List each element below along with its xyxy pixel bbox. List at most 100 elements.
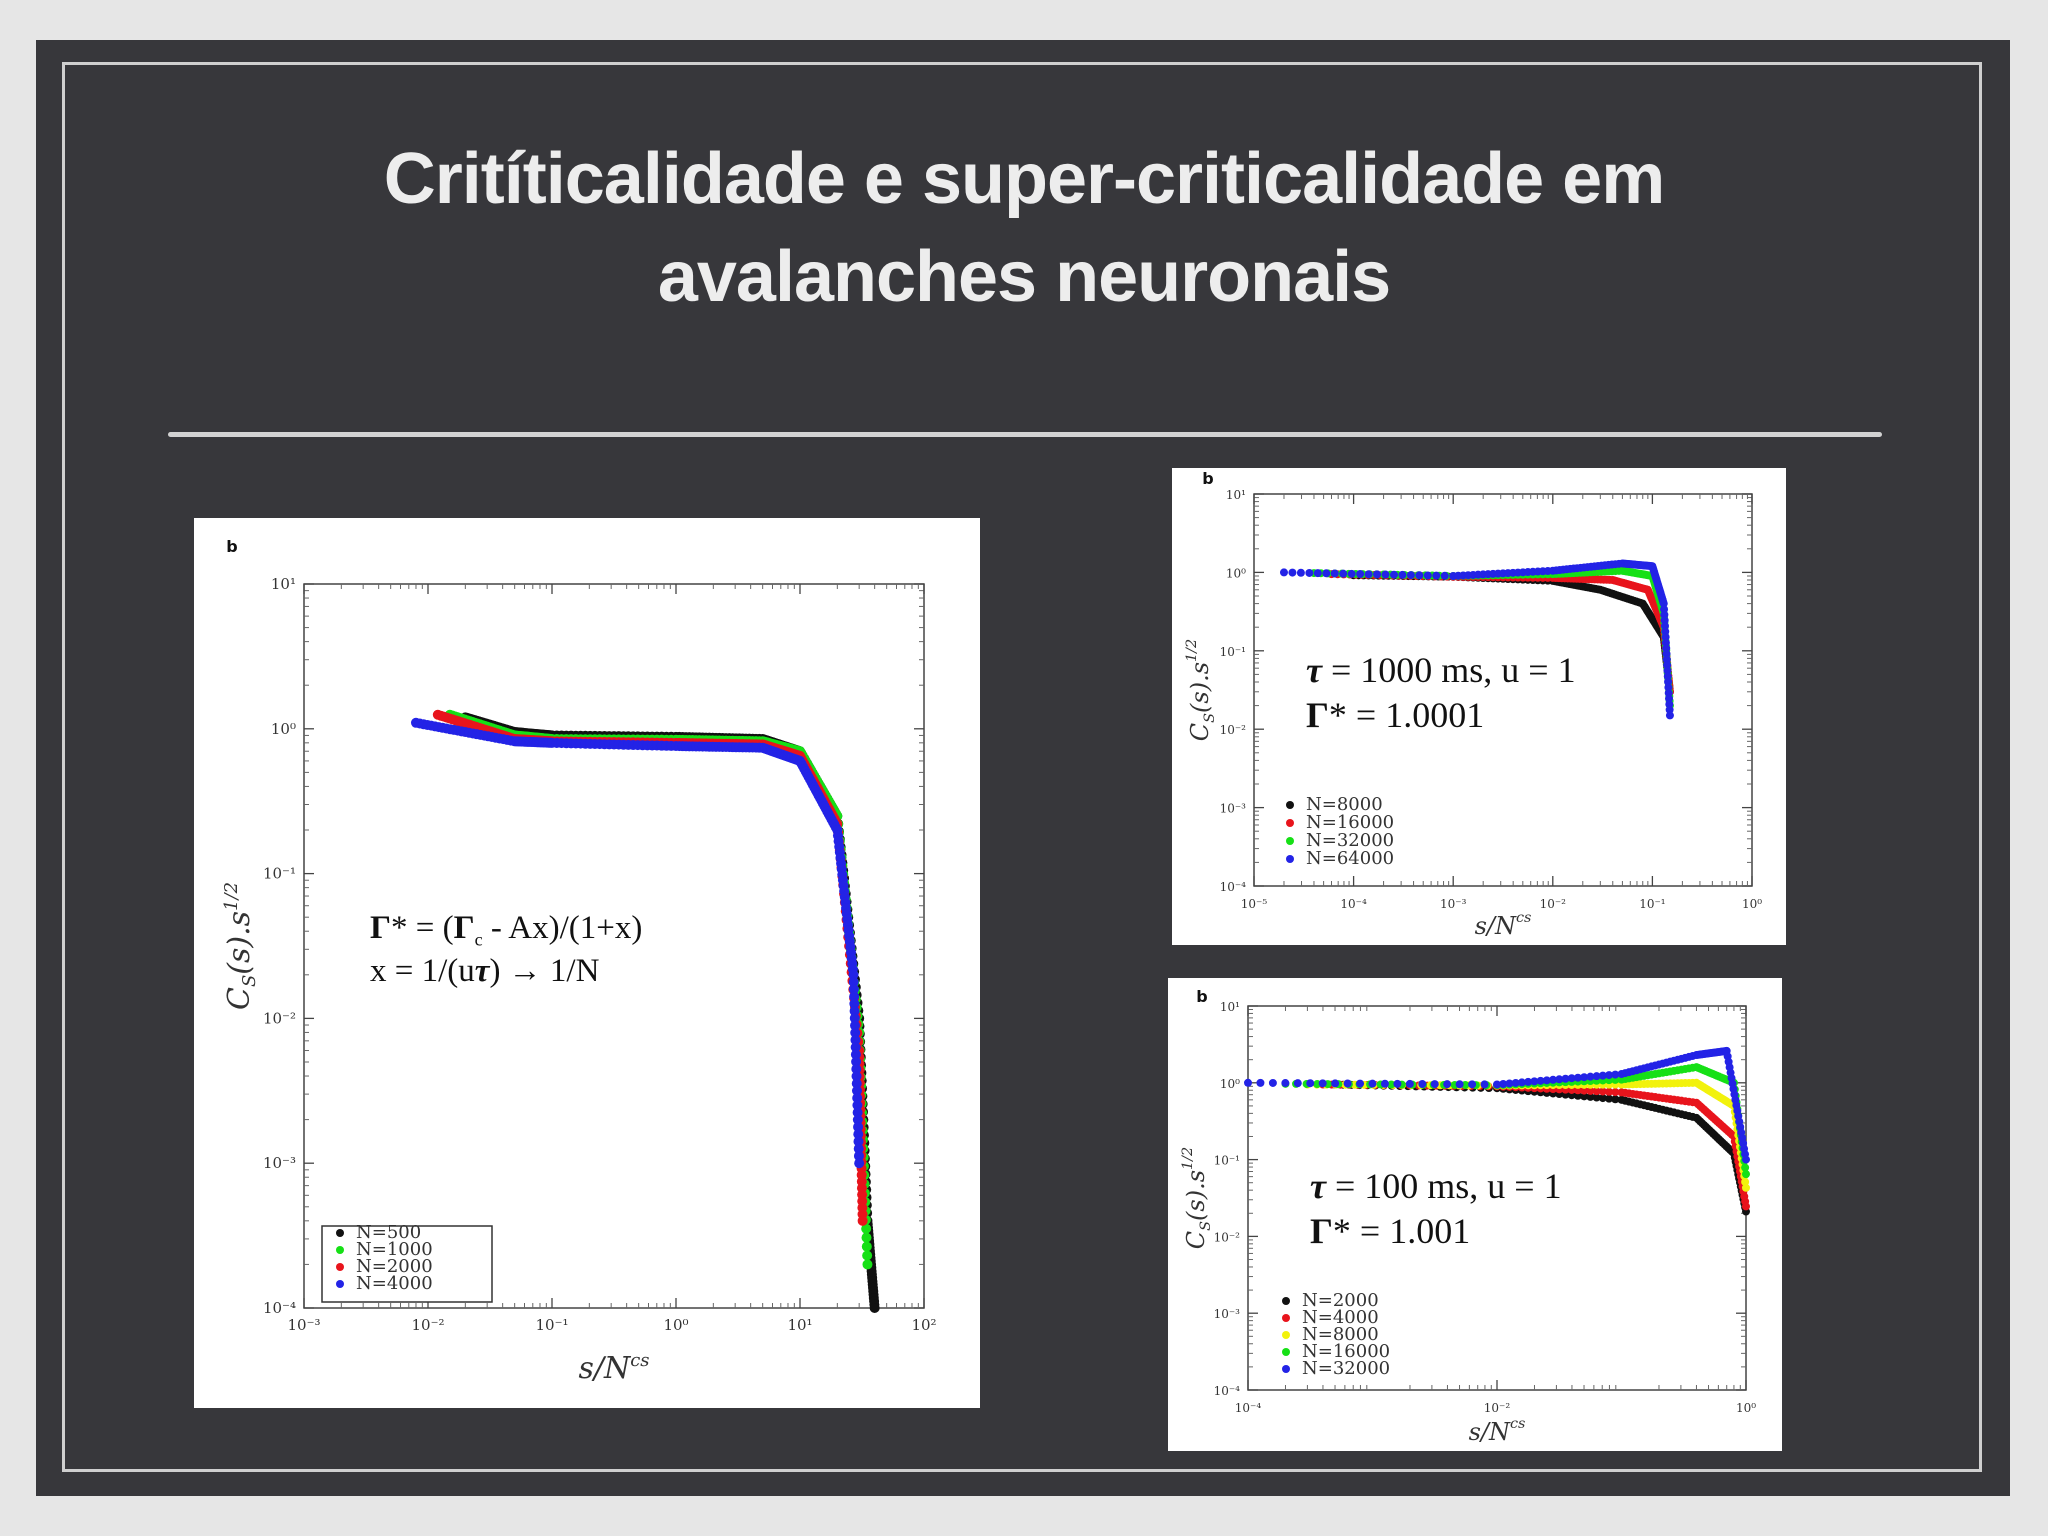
data-point — [861, 1223, 872, 1234]
data-point — [852, 1107, 863, 1118]
y-axis-label-mid: (s).s — [1186, 662, 1214, 713]
y-tick-label: 10⁰ — [1220, 1077, 1240, 1091]
data-point — [1244, 1078, 1252, 1087]
legend-marker — [336, 1246, 344, 1254]
data-point — [1611, 1070, 1620, 1079]
data-point — [1387, 1080, 1396, 1089]
data-point — [1380, 1079, 1389, 1088]
data-point — [1592, 1072, 1601, 1081]
data-point — [848, 977, 859, 988]
y-tick-label: 10¹ — [1226, 488, 1246, 502]
data-point — [1742, 1155, 1750, 1164]
x-tick-label: 10⁻⁴ — [1340, 897, 1367, 911]
data-point — [1580, 1086, 1589, 1095]
data-point — [857, 1215, 868, 1226]
data-point — [1511, 1078, 1520, 1087]
data-point — [1293, 1079, 1302, 1088]
y-tick-label: 10⁻³ — [1220, 802, 1247, 816]
data-point — [1580, 1092, 1589, 1101]
y-tick-label: 10¹ — [1220, 1000, 1240, 1014]
legend-marker — [336, 1280, 344, 1288]
data-point — [850, 1049, 861, 1060]
y-tick-label: 10⁻¹ — [263, 865, 296, 883]
data-point — [1343, 1079, 1352, 1088]
data-point — [1493, 1080, 1501, 1089]
legend-label: N=16000 — [1302, 1341, 1390, 1362]
x-axis-label: s/Ncs — [578, 1350, 649, 1386]
data-point — [851, 1064, 862, 1075]
data-point — [853, 1143, 864, 1154]
data-point — [1555, 1075, 1564, 1084]
data-point — [1306, 1079, 1315, 1088]
data-point — [852, 1092, 863, 1103]
slide-title-line2: avalanches neuronais — [657, 237, 1391, 317]
data-point — [850, 1020, 861, 1031]
chart-bottom-right-svg: b 10⁻⁴ 10⁻³ 10⁻² 10⁻¹ 10⁰ 10¹ 10⁻⁴ 10⁻² 10⁰ s/Ncs C… — [1180, 987, 1756, 1446]
slide-title: Critíticalidade e super-criticalidade em… — [0, 130, 2048, 326]
data-point — [1347, 569, 1356, 578]
data-point — [1536, 1076, 1545, 1085]
chart-bottom-right-annotation: τ = 100 ms, u = 1 Γ* = 1.001 — [1310, 1164, 1562, 1254]
legend-label: N=2000 — [1302, 1290, 1379, 1311]
x-tick-label: 10⁻² — [1484, 1401, 1511, 1415]
data-point — [1322, 569, 1331, 578]
data-point — [853, 1121, 864, 1132]
data-point — [850, 1027, 861, 1038]
slide-frame — [62, 62, 1982, 1472]
data-point — [1256, 1078, 1265, 1087]
y-tick-label: 10⁻⁴ — [263, 1299, 296, 1317]
data-point — [1542, 1076, 1551, 1085]
data-point — [1598, 1094, 1607, 1103]
legend-marker — [1282, 1348, 1290, 1356]
legend-marker — [1282, 1297, 1290, 1305]
y-tick-label: 10⁻⁴ — [1214, 1384, 1241, 1398]
legend-marker — [1286, 801, 1294, 809]
data-point — [1530, 1077, 1539, 1086]
plot-frame — [303, 583, 925, 1309]
data-point — [1741, 1202, 1750, 1211]
data-point — [853, 1136, 864, 1147]
data-point — [1331, 1079, 1340, 1088]
y-axis-label-exponent: 1/2 — [1184, 639, 1200, 662]
x-tick-label: 10⁻⁵ — [1241, 897, 1268, 911]
annotation-gamma-10001: Γ* = 1.0001 — [1306, 695, 1485, 735]
data-point — [853, 1150, 864, 1161]
y-axis-label-subscript: S — [239, 975, 260, 987]
legend-marker — [336, 1229, 344, 1237]
data-point — [1611, 1095, 1620, 1104]
data-point — [853, 1129, 864, 1140]
data-point — [848, 984, 859, 995]
data-point — [849, 998, 860, 1009]
legend-label: N=8000 — [1302, 1324, 1379, 1345]
y-tick-label: 10¹ — [271, 575, 296, 593]
y-tick-label: 10⁻² — [1214, 1230, 1241, 1244]
annotation-tau-1000: τ = 1000 ms, u = 1 — [1306, 650, 1576, 690]
y-tick-label: 10⁻¹ — [1214, 1154, 1240, 1168]
x-tick-label: 10⁻² — [411, 1316, 444, 1334]
y-axis-label: CS(s).s1/2 — [1184, 639, 1218, 741]
y-tick-label: 10⁻² — [1220, 723, 1247, 737]
legend-marker — [1282, 1365, 1290, 1373]
legend-label: N=2000 — [356, 1256, 433, 1277]
data-point — [1524, 1077, 1533, 1086]
y-tick-label: 10⁻⁴ — [1220, 880, 1247, 894]
data-point — [1580, 1073, 1589, 1082]
data-point — [1288, 568, 1297, 577]
legend-box — [321, 1225, 493, 1303]
data-point — [1356, 1079, 1365, 1088]
data-point — [1430, 1080, 1439, 1089]
legend-marker — [1286, 855, 1294, 863]
data-point — [1611, 1088, 1620, 1097]
data-point — [1598, 1087, 1607, 1096]
legend-marker — [336, 1263, 344, 1271]
title-divider — [168, 432, 1882, 437]
y-tick-label: 10⁻³ — [263, 1154, 296, 1172]
data-point — [1592, 1087, 1601, 1096]
legend-label: N=4000 — [356, 1273, 433, 1294]
data-point — [1586, 1092, 1595, 1101]
data-point — [849, 991, 860, 1002]
chart-top-right-annotation: τ = 1000 ms, u = 1 Γ* = 1.0001 — [1306, 648, 1576, 738]
data-point — [1393, 1079, 1402, 1088]
data-point — [1268, 1078, 1277, 1087]
chart-panel-top-right: b 10⁻⁴ 10⁻³ 10⁻² 10⁻¹ 10⁰ 10¹ 10⁻⁵ 10⁻⁴ 10⁻³ 10⁻² 1… — [1172, 468, 1786, 945]
